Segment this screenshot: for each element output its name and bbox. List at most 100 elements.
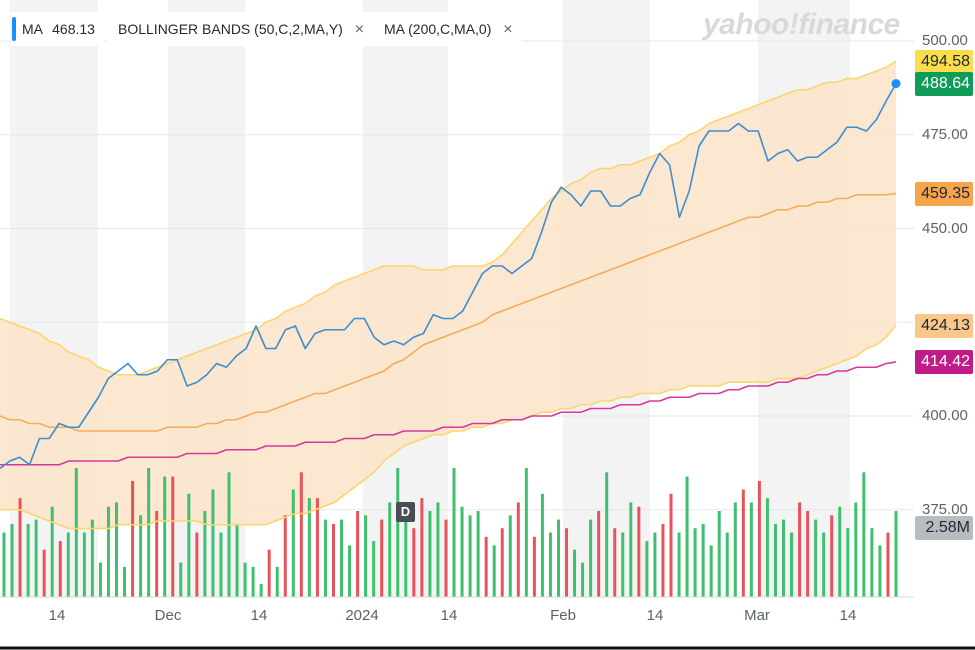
volume-bar bbox=[251, 566, 255, 597]
volume-bar bbox=[556, 519, 560, 597]
volume-bar bbox=[773, 523, 777, 597]
volume-bar bbox=[548, 532, 552, 597]
volume-bar bbox=[115, 502, 119, 597]
volume-bar bbox=[637, 506, 641, 597]
volume-bar bbox=[589, 519, 593, 597]
volume-bar bbox=[830, 515, 834, 597]
volume-bar bbox=[516, 502, 520, 597]
last-price-marker bbox=[891, 79, 901, 89]
volume-bar bbox=[645, 541, 649, 597]
volume-bar bbox=[822, 532, 826, 597]
volume-bar bbox=[798, 502, 802, 597]
x-tick-label: 14 bbox=[48, 607, 66, 624]
indicator-color-bar bbox=[12, 17, 16, 41]
volume-bar bbox=[50, 506, 54, 597]
volume-bar bbox=[203, 511, 207, 597]
volume-bar bbox=[886, 532, 890, 597]
indicator-ma[interactable]: MA 468.13 bbox=[12, 13, 103, 45]
bollinger-lower-line bbox=[0, 324, 897, 530]
dividend-marker[interactable]: D bbox=[396, 502, 415, 522]
volume-bar bbox=[90, 519, 94, 597]
volume-bar bbox=[806, 511, 810, 597]
volume-bar bbox=[492, 545, 496, 597]
volume-bar bbox=[629, 502, 633, 597]
volume-bar bbox=[597, 511, 601, 597]
volume-bar bbox=[195, 532, 199, 597]
y-tick-label: 450.00 bbox=[922, 219, 968, 237]
volume-bar bbox=[388, 502, 392, 597]
ma50-line bbox=[0, 192, 897, 432]
volume-bar bbox=[781, 519, 785, 597]
volume-bar bbox=[26, 523, 30, 597]
volume-bar bbox=[10, 523, 14, 597]
volume-bar bbox=[476, 511, 480, 597]
volume-bar bbox=[484, 536, 488, 597]
volume-bar bbox=[452, 468, 456, 597]
volume-bar bbox=[412, 528, 416, 597]
volume-bar bbox=[42, 549, 46, 597]
volume-label: 2.58M bbox=[915, 516, 973, 540]
volume-bar bbox=[123, 566, 127, 597]
volume-bar bbox=[565, 528, 569, 597]
x-tick-label: 14 bbox=[250, 607, 268, 624]
volume-bar bbox=[661, 523, 665, 597]
indicator-ma200[interactable]: MA (200,C,MA,0) × bbox=[374, 13, 521, 45]
volume-bar bbox=[508, 515, 512, 597]
volume-bar bbox=[685, 476, 689, 597]
indicator-ma-label: MA bbox=[22, 21, 43, 37]
volume-bar bbox=[356, 511, 360, 597]
volume-bar bbox=[540, 493, 544, 597]
volume-bar bbox=[82, 532, 86, 597]
volume-bar bbox=[380, 519, 384, 597]
volume-bar bbox=[757, 480, 761, 597]
last-price-dot bbox=[891, 79, 901, 89]
volume-bar bbox=[404, 502, 408, 597]
volume-bar bbox=[532, 536, 536, 597]
volume-bar bbox=[171, 476, 175, 597]
volume-bar bbox=[605, 472, 609, 597]
volume-bar bbox=[58, 541, 62, 597]
close-icon[interactable]: × bbox=[354, 21, 365, 38]
volume-bar bbox=[717, 511, 721, 597]
volume-bar bbox=[468, 515, 472, 597]
volume-bar bbox=[709, 545, 713, 597]
x-tick-label: 14 bbox=[440, 607, 458, 624]
volume-bar bbox=[315, 498, 319, 597]
volume-bar bbox=[420, 498, 424, 597]
volume-bar bbox=[733, 502, 737, 597]
close-icon[interactable]: × bbox=[503, 21, 513, 38]
volume-bar bbox=[299, 472, 303, 597]
volume-bar bbox=[34, 519, 38, 597]
volume-bar bbox=[669, 493, 673, 597]
volume-bar bbox=[275, 566, 279, 597]
x-tick-label: Feb bbox=[550, 607, 576, 624]
volume-bar bbox=[524, 468, 528, 597]
yahoo-finance-logo: yahoo!finance bbox=[703, 8, 900, 41]
bollinger-upper-line bbox=[0, 60, 897, 376]
y-tick-label: 500.00 bbox=[922, 32, 968, 49]
volume-bar bbox=[436, 502, 440, 597]
volume-bar bbox=[444, 519, 448, 597]
volume-bar bbox=[307, 498, 311, 597]
volume-bar bbox=[259, 584, 263, 597]
volume-bar bbox=[500, 528, 504, 597]
volume-bar bbox=[613, 528, 617, 597]
volume-bar bbox=[66, 532, 70, 597]
volume-bar bbox=[267, 549, 271, 597]
volume-bar bbox=[854, 502, 858, 597]
volume-bar bbox=[211, 489, 215, 597]
volume-bar bbox=[428, 511, 432, 597]
volume-bar bbox=[331, 523, 335, 597]
volume-bar bbox=[870, 528, 874, 597]
volume-bar bbox=[219, 532, 223, 597]
volume-bar bbox=[460, 506, 464, 597]
indicator-bollinger[interactable]: BOLLINGER BANDS (50,C,2,MA,Y) × bbox=[108, 13, 373, 45]
indicator-ma200-label: MA (200,C,MA,0) bbox=[384, 21, 492, 37]
volume-bar bbox=[838, 506, 842, 597]
volume-bar bbox=[235, 523, 239, 597]
volume-bar bbox=[98, 562, 102, 597]
volume-bar bbox=[179, 562, 183, 597]
volume-bar bbox=[878, 545, 882, 597]
volume-bar bbox=[573, 549, 577, 597]
